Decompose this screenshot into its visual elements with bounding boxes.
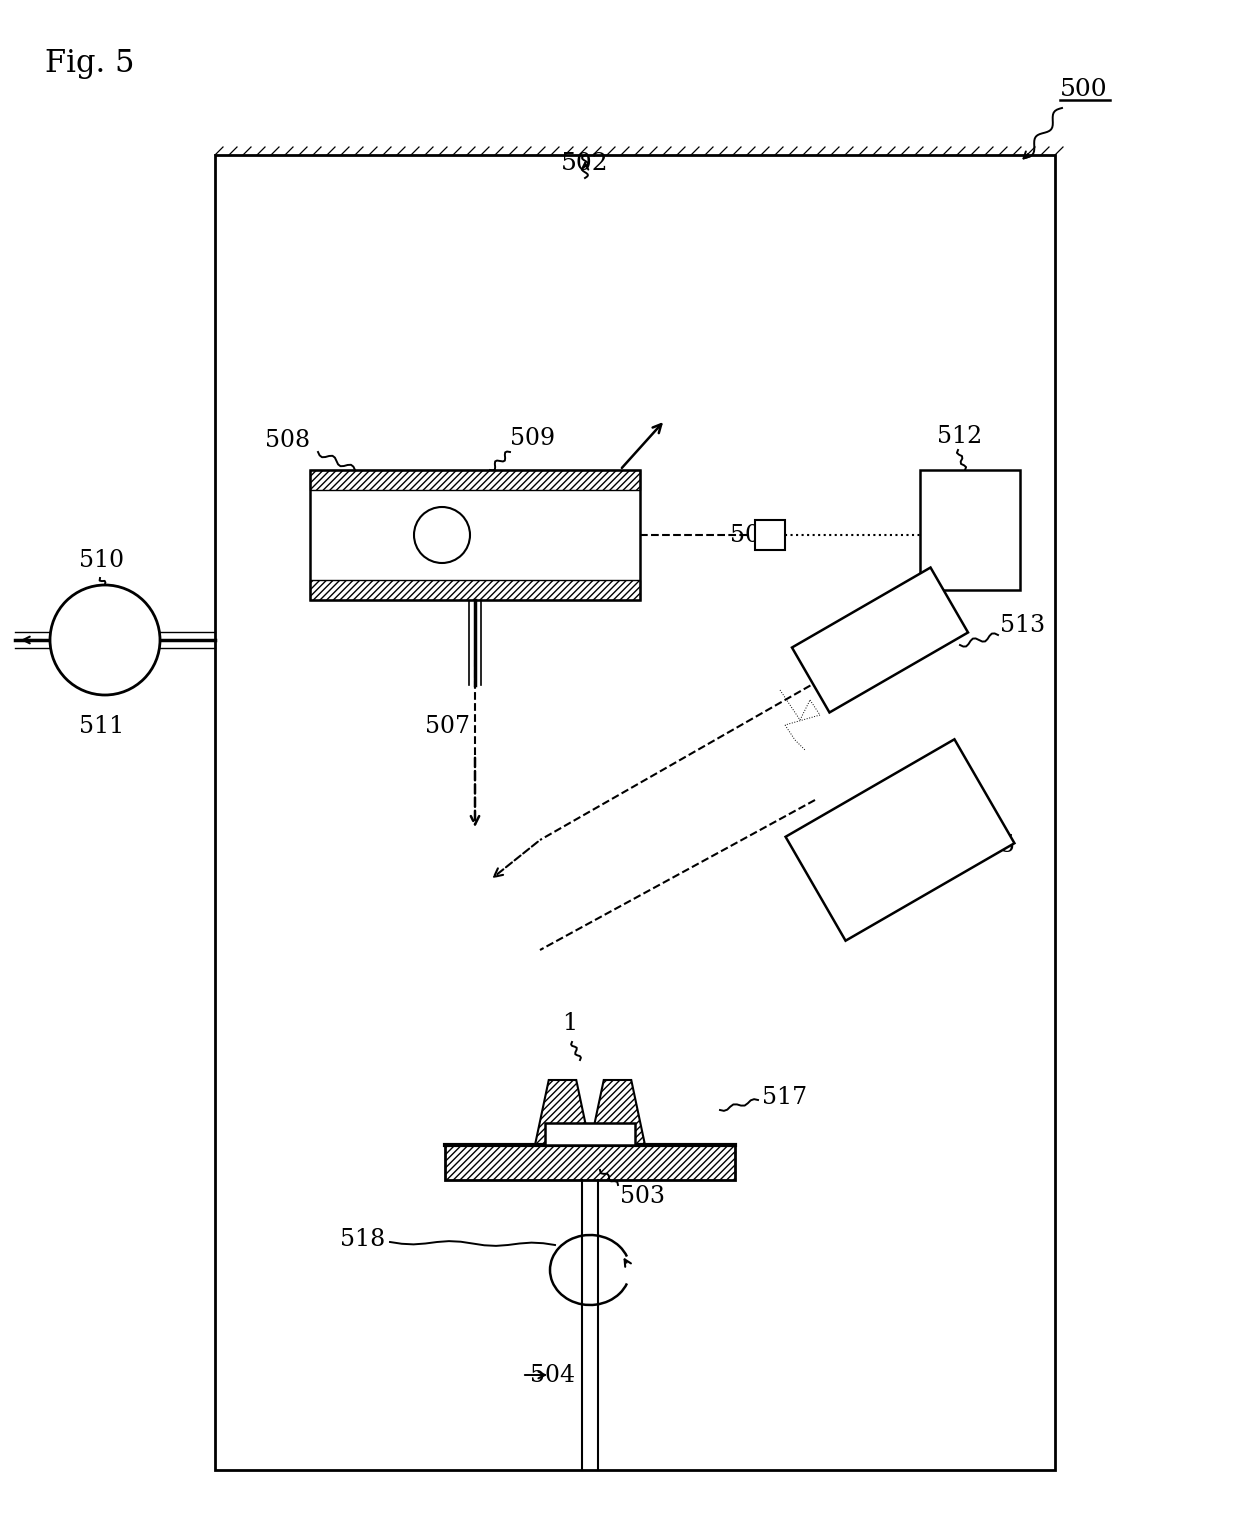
Text: 510: 510 xyxy=(79,549,124,571)
Text: P: P xyxy=(95,628,114,652)
Polygon shape xyxy=(792,567,968,712)
Circle shape xyxy=(414,507,470,562)
Bar xyxy=(310,471,640,601)
Text: 513: 513 xyxy=(999,614,1045,637)
Text: 504: 504 xyxy=(529,1363,575,1386)
Text: 503: 503 xyxy=(620,1186,665,1209)
Text: 512: 512 xyxy=(937,425,982,448)
Bar xyxy=(215,154,1055,1470)
Bar xyxy=(920,471,1021,590)
Text: 500: 500 xyxy=(1060,78,1107,101)
Bar xyxy=(310,471,640,490)
Text: 517: 517 xyxy=(763,1086,807,1109)
Text: 509: 509 xyxy=(510,426,556,451)
Text: 518: 518 xyxy=(340,1229,386,1251)
Circle shape xyxy=(50,585,160,695)
Text: 506: 506 xyxy=(730,524,775,547)
Bar xyxy=(445,1144,735,1180)
Text: 502: 502 xyxy=(562,151,609,176)
Polygon shape xyxy=(786,740,1014,941)
Text: 508: 508 xyxy=(265,429,310,452)
Text: 511: 511 xyxy=(79,715,125,738)
Text: 505: 505 xyxy=(970,833,1016,857)
Bar xyxy=(546,1123,635,1144)
Text: 1: 1 xyxy=(563,1012,578,1034)
Bar xyxy=(310,581,640,601)
Bar xyxy=(755,520,785,550)
Text: 507: 507 xyxy=(425,715,470,738)
Text: Fig. 5: Fig. 5 xyxy=(45,47,134,79)
